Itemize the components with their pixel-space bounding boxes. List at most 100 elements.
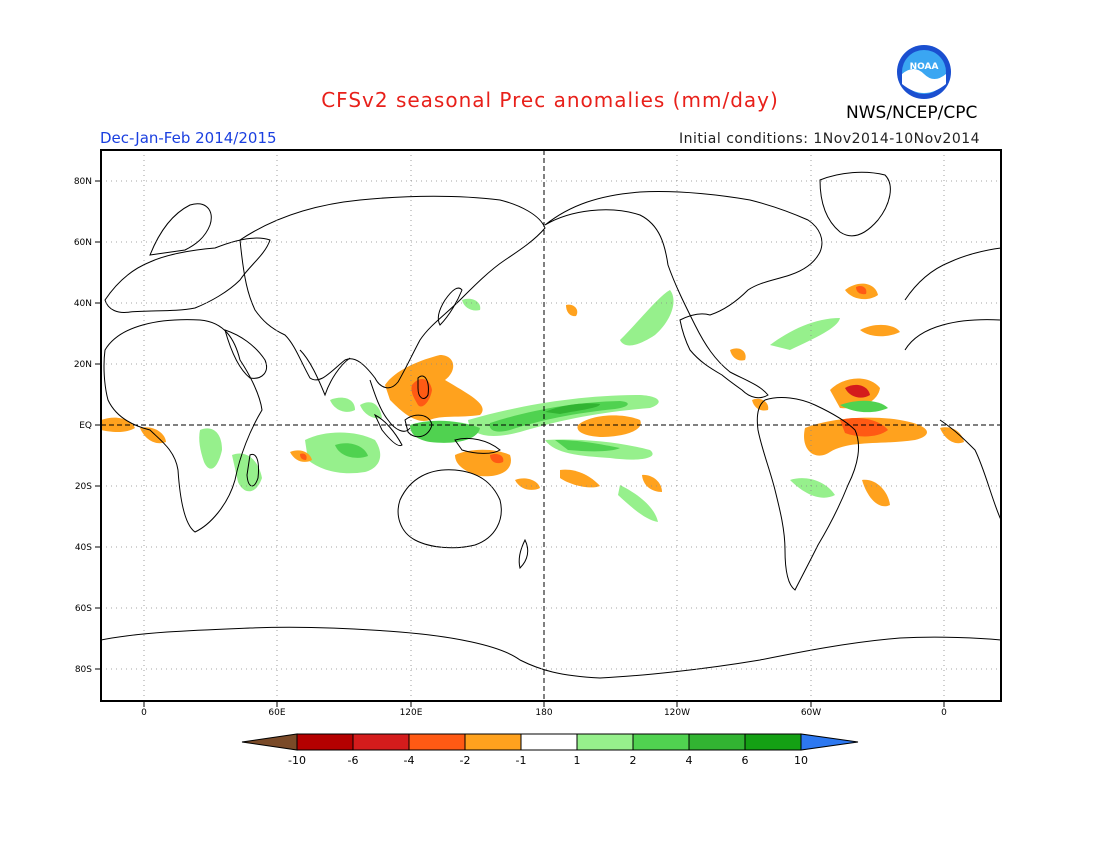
wet-anomaly-spcz-2 xyxy=(555,440,620,452)
coast-arabia xyxy=(224,329,267,379)
coast-madagascar xyxy=(246,453,259,487)
dry-anomaly-colombia xyxy=(752,398,769,411)
dry-anomaly-mid-atlantic xyxy=(860,324,900,337)
colorbar-label: 2 xyxy=(630,754,637,767)
coast-philippines xyxy=(417,375,429,399)
wet-anomaly-east-africa xyxy=(199,428,222,469)
dry-anomaly-sw-pacific-2 xyxy=(642,474,662,492)
dry-anomaly-south-atlantic xyxy=(862,479,890,507)
colorbar-label: 1 xyxy=(574,754,581,767)
wet-anomaly-indonesia xyxy=(410,420,480,443)
dry-anomaly-north-pacific xyxy=(566,304,578,317)
coast-asia xyxy=(239,195,546,389)
wet-anomaly-gulf-stream xyxy=(770,318,840,350)
lon-label: 0 xyxy=(941,708,947,718)
coast-africa xyxy=(103,319,263,533)
wet-anomaly-sumatra xyxy=(360,402,382,419)
dry-anomaly-coral-sea xyxy=(515,478,540,490)
dry-anomaly-new-guinea-core xyxy=(490,453,504,464)
dry-anomaly-ne-brazil xyxy=(840,418,888,437)
dry-anomaly-philippines-core xyxy=(411,378,432,407)
season-label: Dec-Jan-Feb 2014/2015 xyxy=(100,129,277,147)
coastlines xyxy=(101,171,1001,679)
wet-anomaly-pacific-core-2 xyxy=(545,403,600,414)
wet-anomaly-indian-ocean-core xyxy=(335,443,368,458)
colorbar-label: 10 xyxy=(794,754,808,767)
colorbar-label: -4 xyxy=(404,754,415,767)
coast-north-america xyxy=(544,191,823,399)
lon-label: 180 xyxy=(535,708,552,718)
lat-label: EQ xyxy=(79,421,92,431)
coast-sumatra xyxy=(373,413,403,447)
colorbar-swatch xyxy=(576,733,634,751)
colorbar-swatch xyxy=(408,733,466,751)
coast-india xyxy=(299,349,351,397)
anomaly-shading xyxy=(101,283,964,522)
colorbar-low-arrow xyxy=(241,733,298,751)
dry-anomaly-atlantic-core xyxy=(845,384,870,398)
lon-label: 60E xyxy=(268,708,285,718)
colorbar-label: -1 xyxy=(516,754,527,767)
lat-label: 80N xyxy=(74,177,92,187)
wet-anomaly-s-pacific xyxy=(618,485,658,522)
wet-anomaly-bay-of-bengal xyxy=(330,397,355,412)
coast-new-zealand xyxy=(518,538,529,569)
coast-scandinavia xyxy=(149,203,212,256)
colorbar-labels: -10 -6 -4 -2 -1 1 2 4 6 10 xyxy=(288,754,808,767)
colorbar-label: -6 xyxy=(348,754,359,767)
dry-anomaly-north-atlantic-core xyxy=(856,285,867,295)
coast-new-guinea xyxy=(454,437,501,454)
colorbar-label: -10 xyxy=(288,754,306,767)
dry-anomaly-caribbean xyxy=(730,348,746,361)
colorbar-swatch xyxy=(296,733,354,751)
initial-conditions-label: Initial conditions: 1Nov2014-10Nov2014 xyxy=(679,131,981,147)
coast-south-america xyxy=(756,397,859,591)
dry-anomaly-central-pacific xyxy=(577,415,641,437)
colorbar-swatch xyxy=(744,733,802,751)
lat-label: 40N xyxy=(74,299,92,309)
wet-anomaly-pacific-core xyxy=(489,401,628,432)
colorbar-swatch xyxy=(520,733,578,751)
lon-label: 120E xyxy=(400,708,423,718)
coast-greenland xyxy=(819,171,891,237)
coast-antarctica xyxy=(101,626,1001,679)
colorbar-swatch xyxy=(688,733,746,751)
lat-label: 20N xyxy=(74,360,92,370)
map-title: CFSv2 seasonal Prec anomalies (mm/day) xyxy=(321,88,779,112)
coast-japan xyxy=(437,287,463,326)
agency-label: NWS/NCEP/CPC xyxy=(846,103,978,123)
dry-anomaly-west-africa-gulf xyxy=(940,427,964,444)
lon-label: 0 xyxy=(141,708,147,718)
dry-anomaly-philippines xyxy=(385,355,483,421)
coast-europe-repeat xyxy=(904,247,1001,301)
colorbar-label: 4 xyxy=(686,754,693,767)
colorbar xyxy=(241,733,859,751)
colorbar-swatch xyxy=(352,733,410,751)
colorbar-high-arrow xyxy=(800,733,859,751)
lon-label: 60W xyxy=(801,708,821,718)
dry-anomaly-sw-pacific xyxy=(560,469,600,488)
noaa-logo-text: NOAA xyxy=(910,62,939,72)
colorbar-swatch xyxy=(464,733,522,751)
coast-africa-repeat xyxy=(904,319,1001,521)
wet-anomaly-sw-atlantic xyxy=(790,478,835,498)
dry-anomaly-amazon xyxy=(804,417,927,456)
coast-australia xyxy=(397,469,502,549)
colorbar-swatch xyxy=(632,733,690,751)
lat-label: 20S xyxy=(75,482,92,492)
colorbar-label: -2 xyxy=(460,754,471,767)
lat-label: 40S xyxy=(75,543,92,553)
lat-label: 80S xyxy=(75,665,92,675)
noaa-logo: NOAA xyxy=(897,45,951,99)
wet-anomaly-japan xyxy=(462,298,481,311)
coast-se-asia xyxy=(369,379,411,432)
wet-anomaly-atlantic-itcz xyxy=(840,400,888,413)
colorbar-label: 6 xyxy=(742,754,749,767)
longitude-axis: 0 60E 120E 180 120W 60W 0 xyxy=(141,701,947,718)
lat-label: 60N xyxy=(74,238,92,248)
latitude-axis: 80N 60N 40N 20N EQ 20S 40S 60S 80S xyxy=(74,177,101,675)
lon-label: 120W xyxy=(664,708,690,718)
coast-europe xyxy=(104,237,271,313)
dry-anomaly-south-indian-core xyxy=(300,453,307,460)
